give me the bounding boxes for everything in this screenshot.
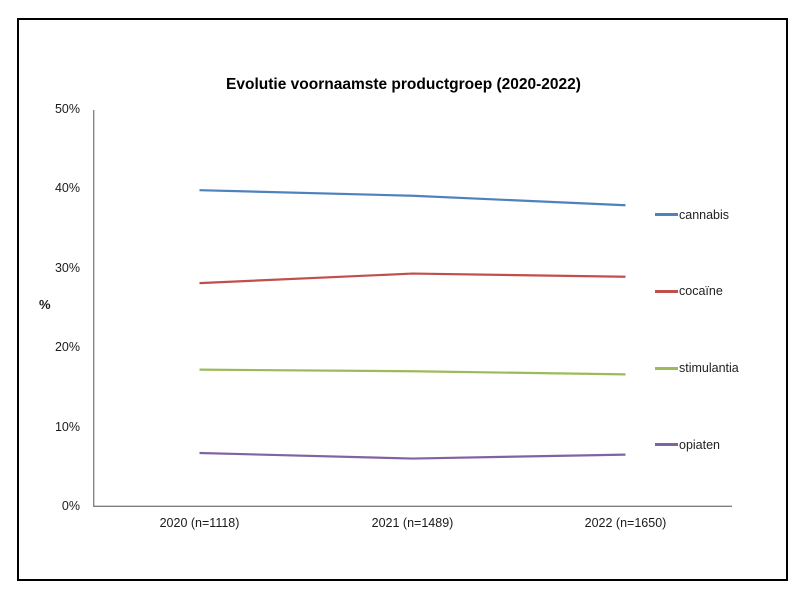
- legend-label: cocaïne: [679, 284, 723, 299]
- legend-entry-stimulantia: stimulantia: [655, 360, 739, 376]
- legend-entry-opiaten: opiaten: [655, 437, 720, 453]
- legend-entry-cocaïne: cocaïne: [655, 283, 723, 299]
- y-axis-title: %: [39, 297, 51, 312]
- series-line-stimulantia: [199, 368, 626, 376]
- series-line-cannabis: [199, 189, 626, 207]
- legend-label: opiaten: [679, 437, 721, 452]
- y-tick-label: 50%: [54, 102, 80, 116]
- chart-title: Evolutie voornaamste productgroep (2020-…: [226, 76, 581, 93]
- plot-area: [93, 110, 732, 507]
- y-tick-label: 10%: [54, 419, 80, 434]
- series-line-cocaïne: [199, 272, 626, 285]
- chart-border-frame: [17, 18, 788, 581]
- legend-key-line-icon: [655, 366, 678, 370]
- x-tick-label: 2021 (n=1489): [371, 516, 454, 530]
- y-tick-label: 40%: [54, 181, 80, 196]
- y-tick-label: 0%: [61, 499, 80, 513]
- legend-key-line-icon: [655, 289, 678, 293]
- legend-key-line-icon: [655, 213, 678, 216]
- legend-label: stimulantia: [679, 361, 739, 376]
- legend-label: cannabis: [679, 207, 730, 222]
- x-tick-label: 2022 (n=1650): [584, 516, 667, 530]
- y-tick-label: 20%: [54, 340, 80, 355]
- legend-key-line-icon: [655, 443, 678, 447]
- y-tick-label: 30%: [54, 260, 80, 275]
- series-line-opiaten: [199, 451, 626, 460]
- legend-entry-cannabis: cannabis: [655, 207, 729, 223]
- x-tick-label: 2020 (n=1118): [159, 516, 240, 530]
